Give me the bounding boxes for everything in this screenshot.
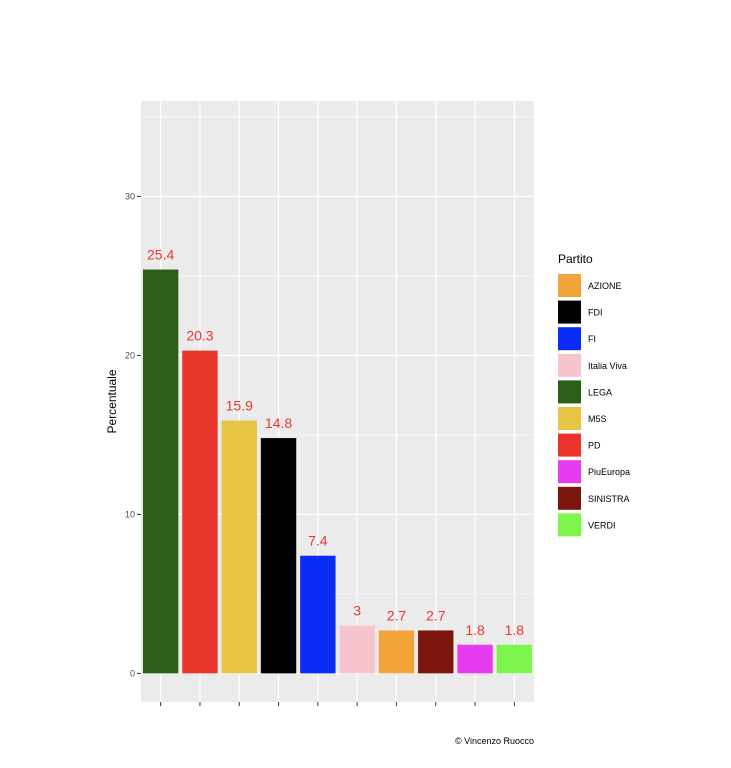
legend-swatch bbox=[558, 407, 581, 430]
legend-label: Italia Viva bbox=[588, 361, 627, 371]
value-label: 14.8 bbox=[265, 415, 292, 431]
legend-swatch bbox=[558, 353, 581, 377]
y-axis: 0 10 20 30 bbox=[125, 191, 141, 678]
value-label: 1.8 bbox=[505, 622, 525, 638]
bar-verdi bbox=[496, 644, 533, 674]
legend-swatch bbox=[558, 460, 581, 484]
legend-label: FI bbox=[588, 334, 596, 344]
legend-swatch bbox=[558, 274, 581, 297]
legend-swatch bbox=[558, 433, 581, 457]
y-tick-label: 0 bbox=[130, 668, 135, 678]
value-label: 1.8 bbox=[465, 622, 485, 638]
legend-label: PD bbox=[588, 441, 601, 451]
value-label: 25.4 bbox=[147, 247, 174, 263]
y-tick-label: 20 bbox=[125, 350, 135, 360]
value-label: 3 bbox=[353, 603, 361, 619]
legend-swatch bbox=[558, 327, 581, 351]
legend-label: VERDI bbox=[588, 520, 616, 530]
legend: Partito AZIONE FDI FI Italia Viva LEGA M5S PD P… bbox=[558, 252, 630, 537]
legend-label: SINISTRA bbox=[588, 494, 630, 504]
x-axis bbox=[160, 702, 515, 706]
legend-swatch bbox=[558, 513, 581, 537]
value-label: 7.4 bbox=[308, 533, 328, 549]
caption: © Vincenzo Ruocco bbox=[455, 736, 534, 746]
legend-swatch bbox=[558, 300, 581, 324]
legend-label: AZIONE bbox=[588, 281, 622, 291]
bar-lega bbox=[142, 269, 179, 674]
bar-sinistra bbox=[418, 630, 454, 674]
y-tick-label: 30 bbox=[125, 191, 135, 201]
bars-group bbox=[142, 269, 533, 674]
legend-label: LEGA bbox=[588, 387, 612, 397]
legend-label: M5S bbox=[588, 414, 607, 424]
legend-swatch bbox=[558, 380, 581, 404]
bar-fi bbox=[300, 555, 336, 674]
bar-fdi bbox=[260, 438, 297, 674]
value-label: 15.9 bbox=[226, 398, 253, 414]
bar-pd bbox=[182, 350, 218, 674]
y-tick-label: 10 bbox=[125, 509, 135, 519]
value-labels-group: 25.4 20.3 15.9 14.8 7.4 3 2.7 2.7 1.8 1.8 bbox=[147, 247, 524, 638]
legend-title: Partito bbox=[558, 252, 593, 266]
bar-italia-viva bbox=[339, 625, 375, 674]
legend-items: AZIONE FDI FI Italia Viva LEGA M5S PD PiuEuropa… bbox=[558, 274, 630, 537]
legend-swatch bbox=[558, 486, 581, 510]
bar-azione bbox=[378, 630, 415, 674]
value-label: 20.3 bbox=[186, 328, 213, 344]
y-axis-title: Percentuale bbox=[105, 369, 119, 433]
value-label: 2.7 bbox=[387, 607, 407, 623]
bar-piueuropa bbox=[457, 644, 493, 674]
value-label: 2.7 bbox=[426, 607, 446, 623]
legend-label: PiuEuropa bbox=[588, 467, 630, 477]
legend-label: FDI bbox=[588, 308, 603, 318]
bar-m5s bbox=[221, 420, 257, 674]
